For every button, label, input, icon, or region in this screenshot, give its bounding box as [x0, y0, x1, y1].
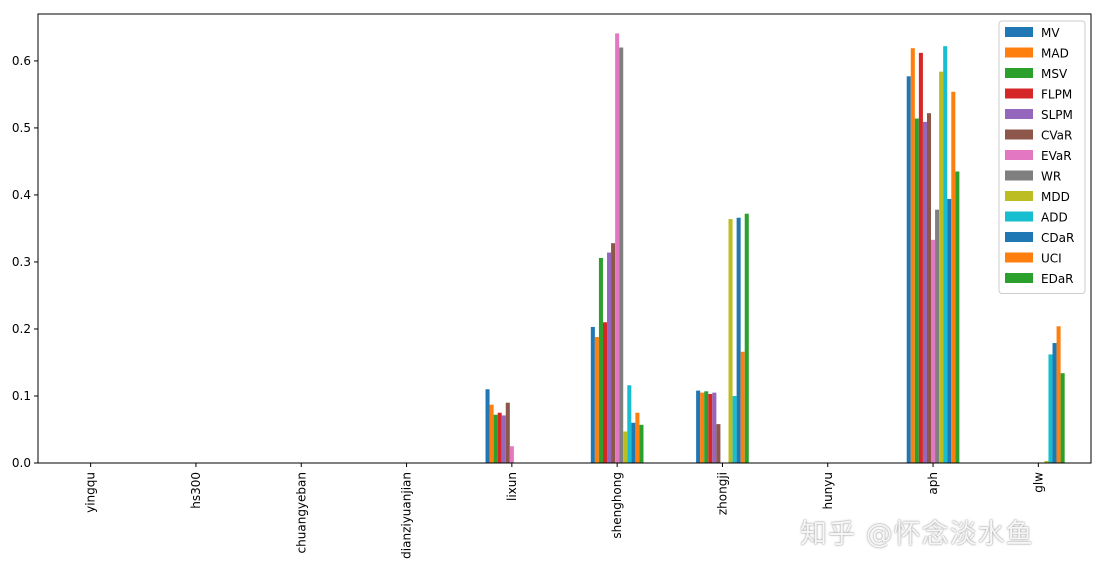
bar-edar-zhongji — [744, 213, 749, 463]
bar-evar-shenghong — [615, 33, 620, 464]
bar-mv-lixun — [485, 389, 490, 463]
bar-edar-glw — [1060, 373, 1065, 463]
bar-mdd-aph — [939, 71, 944, 463]
legend-label-slpm: SLPM — [1041, 108, 1073, 122]
bar-cvar-lixun — [505, 402, 510, 463]
bar-cdar-shenghong — [631, 422, 636, 463]
bar-cdar-zhongji — [736, 217, 741, 463]
bar-msv-zhongji — [704, 391, 709, 463]
legend-label-mv: MV — [1041, 26, 1060, 40]
x-tick-label-lixun: lixun — [505, 472, 519, 501]
bar-mv-zhongji — [696, 390, 701, 463]
y-tick-label: 0.4 — [12, 188, 31, 202]
legend-label-mad: MAD — [1041, 47, 1069, 61]
legend-label-add: ADD — [1041, 211, 1068, 225]
legend-swatch-wr — [1005, 170, 1033, 181]
x-tick-label-hunyu: hunyu — [821, 472, 835, 510]
bars-group — [485, 33, 1065, 464]
legend-swatch-slpm — [1005, 109, 1033, 119]
plot-frame — [37, 13, 1092, 464]
legend: MV MAD MSV FLPM SLPM CVaR EVaR WR MDD ADD CDaR UCI E… — [998, 20, 1086, 294]
x-tick-label-hs300: hs300 — [189, 472, 203, 509]
bar-slpm-shenghong — [607, 252, 612, 463]
legend-label-wr: WR — [1041, 170, 1061, 184]
bar-evar-aph — [931, 239, 936, 463]
x-tick-label-glw: glw — [1031, 472, 1045, 493]
bar-mad-shenghong — [594, 337, 599, 463]
legend-label-flpm: FLPM — [1041, 88, 1072, 102]
bar-flpm-shenghong — [602, 322, 608, 463]
bar-cvar-zhongji — [716, 424, 721, 463]
bar-cvar-shenghong — [611, 243, 616, 463]
bar-add-shenghong — [627, 385, 632, 463]
legend-label-msv: MSV — [1041, 67, 1068, 81]
x-tick-label-chuangyeban: chuangyeban — [294, 472, 308, 553]
bar-add-aph — [943, 46, 948, 464]
bar-cdar-aph — [947, 198, 952, 463]
bar-uci-zhongji — [740, 351, 745, 463]
legend-swatch-evar — [1005, 150, 1033, 160]
x-tick-label-dianziyuanjian: dianziyuanjian — [400, 472, 414, 559]
bar-slpm-lixun — [501, 415, 506, 463]
x-tick-label-zhongji: zhongji — [715, 472, 729, 515]
legend-label-cdar: CDaR — [1041, 231, 1074, 245]
bar-wr-aph — [935, 209, 940, 463]
y-tick-label: 0.5 — [12, 121, 31, 135]
legend-swatch-flpm — [1005, 88, 1033, 99]
x-tick-label-aph: aph — [926, 472, 940, 495]
legend-swatch-mdd — [1005, 191, 1033, 201]
x-tick-label-yingqu: yingqu — [84, 472, 98, 513]
bar-uci-aph — [951, 91, 956, 464]
bar-slpm-aph — [922, 121, 927, 463]
bar-flpm-zhongji — [708, 393, 713, 463]
bar-add-glw — [1048, 354, 1053, 463]
legend-label-edar: EDaR — [1041, 272, 1074, 286]
bar-wr-shenghong — [619, 47, 624, 463]
y-tick-label: 0.1 — [12, 389, 31, 403]
y-tick-label: 0.0 — [12, 456, 31, 470]
bar-add-zhongji — [732, 395, 737, 463]
bar-edar-shenghong — [639, 424, 644, 463]
legend-label-mdd: MDD — [1041, 190, 1070, 204]
bar-mad-lixun — [489, 404, 494, 463]
bar-msv-lixun — [493, 414, 498, 463]
bar-msv-aph — [914, 118, 919, 463]
legend-swatch-cdar — [1005, 232, 1033, 242]
bar-flpm-lixun — [497, 412, 502, 463]
bar-evar-lixun — [509, 446, 514, 463]
legend-label-cvar: CVaR — [1041, 129, 1072, 143]
y-tick-label: 0.6 — [12, 54, 31, 68]
legend-swatch-uci — [1005, 252, 1033, 263]
bar-mdd-shenghong — [623, 431, 628, 463]
bar-msv-shenghong — [598, 257, 603, 463]
y-axis: 0.0 0.1 0.2 0.3 0.4 0.5 0.6 — [12, 54, 38, 470]
bar-cvar-aph — [926, 113, 932, 464]
bar-mdd-zhongji — [728, 219, 733, 463]
bar-flpm-aph — [918, 52, 923, 464]
x-tick-label-shenghong: shenghong — [610, 472, 624, 539]
bar-edar-aph — [955, 171, 960, 464]
legend-swatch-edar — [1005, 273, 1033, 283]
watermark: 知乎 @怀念淡水鱼 — [800, 519, 1034, 550]
bar-cdar-glw — [1052, 343, 1057, 463]
bar-mv-aph — [906, 76, 911, 463]
bar-mv-shenghong — [590, 326, 595, 463]
bar-mdd-glw — [1044, 460, 1049, 463]
bar-mad-aph — [910, 48, 915, 464]
y-tick-label: 0.2 — [12, 322, 31, 336]
legend-swatch-mad — [1005, 47, 1033, 58]
y-tick-label: 0.3 — [12, 255, 31, 269]
legend-swatch-mv — [1005, 27, 1033, 37]
bar-uci-glw — [1056, 326, 1061, 463]
legend-swatch-add — [1005, 211, 1033, 222]
x-axis: yingqu hs300 chuangyeban dianziyuanjian lixu… — [84, 463, 1045, 559]
bar-mad-zhongji — [700, 392, 705, 463]
legend-swatch-cvar — [1005, 129, 1033, 140]
legend-label-evar: EVaR — [1041, 149, 1072, 163]
bar-uci-shenghong — [635, 412, 640, 463]
legend-swatch-msv — [1005, 68, 1033, 78]
bar-slpm-zhongji — [712, 392, 717, 463]
legend-label-uci: UCI — [1041, 252, 1062, 266]
